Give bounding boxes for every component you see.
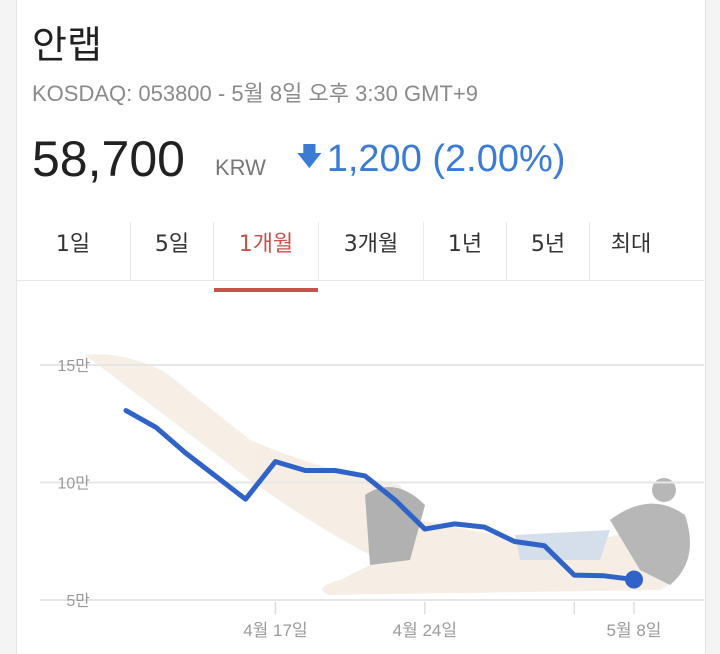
current-price: 58,700 (32, 131, 185, 187)
y-tick-label: 5만 (66, 592, 90, 610)
price-line (123, 408, 637, 583)
price-change: 🡇 1,200 (2.00%) (296, 138, 565, 182)
x-tick-label: 5월 8일 (607, 621, 662, 640)
price-change-value: 1,200 (2.00%) (326, 138, 566, 180)
tab-5d[interactable]: 5일 (131, 222, 214, 280)
tab-5y[interactable]: 5년 (507, 222, 590, 280)
stock-name: 안랩 (32, 23, 102, 67)
x-tick-label: 4월 17일 (243, 621, 307, 640)
tab-1d[interactable]: 1일 (16, 222, 131, 280)
exchange-timestamp: KOSDAQ: 053800 - 5월 8일 오후 3:30 GMT+9 (32, 81, 478, 106)
y-tick-label: 15만 (57, 357, 90, 375)
currency: KRW (215, 155, 266, 180)
stock-card (16, 0, 706, 654)
x-tick-label: 4월 24일 (393, 621, 457, 640)
tab-3m[interactable]: 3개월 (319, 222, 424, 280)
current-price-marker (625, 570, 643, 589)
tab-max[interactable]: 최대 (610, 232, 652, 257)
overlay-photo (85, 354, 690, 595)
arrow-down-icon: 🡇 (296, 141, 323, 171)
tab-1m[interactable]: 1개월 (214, 222, 319, 292)
tab-1y[interactable]: 1년 (424, 222, 507, 280)
range-tabs: 1일 5일 1개월 3개월 1년 5년 최대 (16, 222, 704, 292)
y-tick-label: 10만 (57, 475, 90, 493)
